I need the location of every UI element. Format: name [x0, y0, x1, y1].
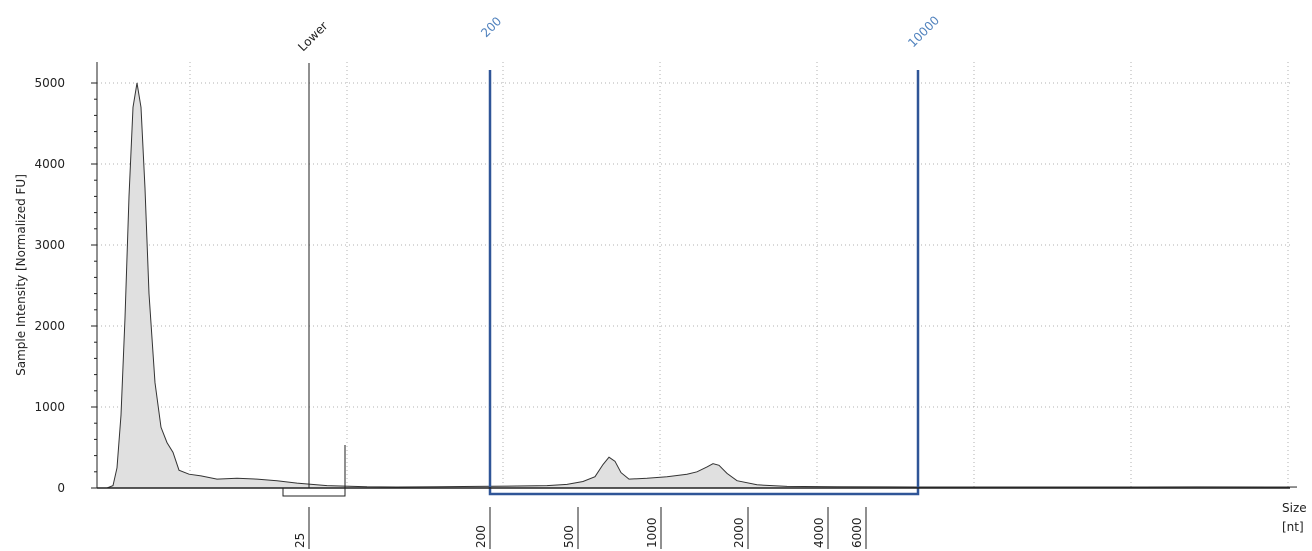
x-axis-title: Size — [1282, 501, 1307, 515]
ladder-size-label: 4000 — [812, 517, 826, 548]
y-axis-title: Sample Intensity [Normalized FU] — [14, 174, 28, 376]
region-bracket — [488, 70, 920, 496]
trace-fill — [97, 83, 1297, 488]
y-tick-label: 5000 — [34, 76, 65, 90]
annotation-label: 10000 — [905, 13, 942, 50]
ladder-size-label: 200 — [474, 525, 488, 548]
trace-layer — [97, 63, 1298, 497]
labels: 0 1000 2000 3000 4000 5000 Lower 200 10000 Sample… — [14, 13, 1307, 548]
region-layer — [488, 70, 920, 496]
ladder-size-label: 500 — [562, 525, 576, 548]
y-tick-label: 2000 — [34, 319, 65, 333]
ladder-size-label: 2000 — [732, 517, 746, 548]
y-tick-label: 0 — [57, 481, 65, 495]
y-tick-label: 3000 — [34, 238, 65, 252]
trace-line — [97, 82, 1298, 489]
y-tick-label: 1000 — [34, 400, 65, 414]
grid-lines — [97, 62, 1290, 488]
ladder-size-label: 6000 — [850, 517, 864, 548]
ladder-size-label: 1000 — [645, 517, 659, 548]
y-tick-label: 4000 — [34, 157, 65, 171]
x-axis-unit: [nt] — [1282, 520, 1304, 534]
lower-marker-range-box — [282, 487, 346, 497]
axes — [91, 62, 1290, 549]
annotation-label: Lower — [295, 19, 330, 54]
ladder-size-label: 25 — [293, 533, 307, 548]
annotation-label: 200 — [478, 14, 504, 40]
